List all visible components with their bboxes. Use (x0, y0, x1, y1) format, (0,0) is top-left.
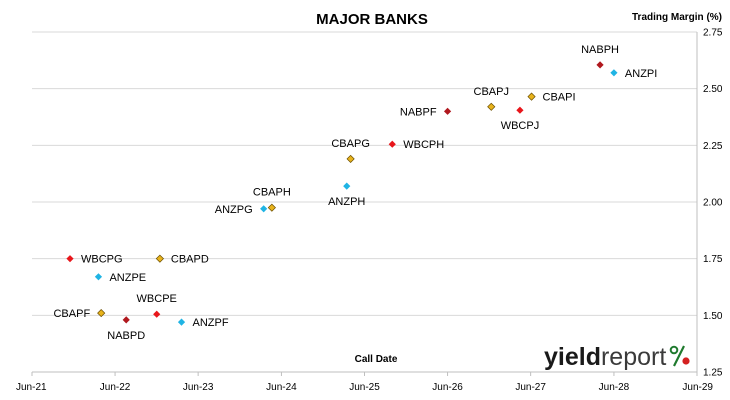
x-tick-labels: Jun-21 Jun-22 Jun-23 Jun-24 Jun-25 Jun-26 Jun-… (16, 372, 713, 393)
data-point-anzpg (260, 205, 268, 213)
point-label-wbcpg: WBCPG (81, 254, 123, 266)
data-point-anzpi (610, 69, 618, 77)
point-label-anzph: ANZPH (328, 196, 365, 208)
data-point-nabpd (122, 316, 130, 324)
data-point-cbapg (346, 154, 355, 164)
point-label-cbapg: CBAPG (331, 138, 370, 150)
point-label-wbcpj: WBCPJ (501, 120, 540, 132)
data-point-anzpe (94, 273, 103, 281)
point-label-cbaph: CBAPH (253, 187, 291, 199)
chart-title: MAJOR BANKS (316, 11, 428, 28)
x-tick-label: Jun-22 (100, 382, 131, 393)
y-tick-label: 1.75 (703, 254, 723, 265)
logo-report: report (601, 343, 666, 371)
data-points: WBCPG ANZPE CBAPD CBAPF NABPD WBCPE ANZPF ANZPG… (53, 44, 657, 342)
point-label-anzpe: ANZPE (109, 272, 146, 284)
y-axis-title: Trading Margin (%) (632, 12, 722, 23)
point-label-nabpd: NABPD (107, 330, 145, 342)
y-tick-labels: 1.25 1.50 1.75 2.00 2.25 2.50 2.75 (703, 28, 723, 379)
point-label-anzpf: ANZPF (193, 317, 229, 329)
data-point-wbcpj (516, 106, 524, 114)
svg-text:yieldreport: yieldreport (544, 343, 666, 371)
logo-yield: yield (544, 343, 601, 371)
percent-icon (669, 345, 690, 367)
y-tick-label: 1.50 (703, 311, 723, 322)
data-point-wbcpg (66, 255, 74, 263)
point-label-cbapi: CBAPI (543, 92, 576, 104)
x-tick-label: Jun-24 (266, 382, 297, 393)
point-label-cbapj: CBAPJ (474, 86, 509, 98)
point-label-cbapd: CBAPD (171, 254, 209, 266)
y-tick-label: 2.25 (703, 141, 723, 152)
data-point-nabpf (443, 107, 452, 115)
x-tick-label: Jun-28 (599, 382, 630, 393)
x-tick-label: Jun-21 (16, 382, 47, 393)
data-point-wbcph (388, 140, 396, 148)
y-tick-label: 2.00 (703, 198, 723, 209)
data-point-cbapi (527, 92, 536, 101)
point-label-cbapf: CBAPF (53, 308, 90, 320)
data-point-cbapf (97, 308, 106, 318)
data-point-anzpf (177, 318, 186, 326)
x-tick-label: Jun-27 (515, 382, 546, 393)
data-point-nabph (596, 61, 604, 69)
point-label-anzpg: ANZPG (215, 204, 253, 216)
data-point-wbcpe (153, 310, 161, 318)
gridlines (32, 31, 697, 316)
point-label-anzpi: ANZPI (625, 68, 657, 80)
x-tick-label: Jun-29 (682, 382, 713, 393)
point-label-nabpf: NABPF (400, 106, 437, 118)
point-label-nabph: NABPH (581, 44, 619, 56)
y-tick-label: 1.25 (703, 368, 723, 379)
data-point-cbaph (267, 203, 276, 212)
y-tick-label: 2.50 (703, 84, 723, 95)
y-tick-label: 2.75 (703, 28, 723, 39)
x-tick-label: Jun-25 (349, 382, 380, 393)
data-point-cbapj (487, 102, 496, 111)
data-point-anzph (343, 182, 351, 190)
point-label-wbcph: WBCPH (403, 139, 444, 151)
data-point-cbapd (155, 254, 164, 263)
yieldreport-logo: yieldreport (544, 343, 690, 371)
x-tick-label: Jun-23 (183, 382, 214, 393)
point-label-wbcpe: WBCPE (137, 293, 177, 305)
x-tick-label: Jun-26 (432, 382, 463, 393)
x-axis-title: Call Date (355, 354, 398, 365)
